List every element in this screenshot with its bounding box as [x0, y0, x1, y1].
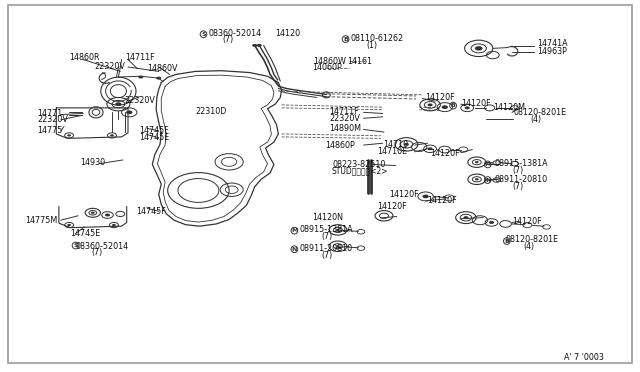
Text: 14771: 14771 [37, 109, 62, 118]
Circle shape [465, 106, 470, 109]
Text: 14741A: 14741A [538, 39, 568, 48]
Text: 14860W: 14860W [314, 57, 346, 65]
Text: S: S [73, 243, 78, 248]
Circle shape [442, 105, 448, 109]
Text: N: N [485, 177, 490, 183]
Text: 14930: 14930 [80, 158, 105, 167]
Circle shape [475, 46, 483, 51]
Text: 14963P: 14963P [538, 47, 568, 56]
Text: 22320V: 22320V [330, 114, 360, 123]
Circle shape [67, 224, 71, 226]
Text: 08110-61262: 08110-61262 [351, 34, 404, 43]
Text: N: N [292, 247, 297, 252]
Text: 14745F: 14745F [140, 126, 169, 135]
Circle shape [463, 216, 468, 219]
Text: 14120F: 14120F [389, 190, 419, 199]
Text: M: M [291, 228, 298, 233]
Circle shape [336, 229, 340, 231]
Circle shape [404, 143, 409, 146]
Text: 14745E: 14745E [140, 133, 170, 142]
Circle shape [112, 224, 116, 226]
Text: (7): (7) [321, 251, 333, 260]
Text: 08915-1381A: 08915-1381A [300, 225, 353, 234]
Text: (4): (4) [530, 115, 541, 124]
Text: S: S [201, 32, 206, 37]
Text: (7): (7) [321, 232, 333, 241]
Text: 14120F: 14120F [461, 99, 490, 108]
Text: 08223-82510: 08223-82510 [333, 160, 386, 169]
Circle shape [105, 214, 110, 217]
Text: (1): (1) [366, 41, 377, 50]
Circle shape [67, 134, 71, 137]
Text: 14120: 14120 [275, 29, 300, 38]
Text: 08915-1381A: 08915-1381A [494, 159, 548, 168]
Text: 22310D: 22310D [195, 107, 227, 116]
Text: A' 7 '0003: A' 7 '0003 [564, 353, 604, 362]
Circle shape [336, 245, 340, 247]
Text: 08360-52014: 08360-52014 [76, 242, 129, 251]
Circle shape [428, 147, 433, 150]
Text: 14120F: 14120F [426, 93, 455, 102]
Text: 14120F: 14120F [512, 217, 541, 226]
Text: 08911-20810: 08911-20810 [300, 244, 353, 253]
Text: (7): (7) [512, 166, 524, 175]
Text: 08911-20810: 08911-20810 [494, 175, 547, 184]
Circle shape [110, 134, 114, 137]
Text: (7): (7) [91, 248, 102, 257]
Circle shape [489, 221, 494, 224]
Text: 14860P: 14860P [325, 141, 355, 150]
Text: M: M [484, 162, 491, 167]
Circle shape [475, 161, 479, 163]
Text: B: B [451, 103, 456, 108]
Text: B: B [343, 36, 348, 42]
Text: 14120F: 14120F [428, 196, 457, 205]
Text: 14120M: 14120M [493, 103, 525, 112]
Text: 14711F: 14711F [125, 53, 154, 62]
Text: 14745F: 14745F [136, 207, 165, 216]
Text: 14775: 14775 [37, 126, 63, 135]
Text: 14120F: 14120F [430, 149, 460, 158]
Text: 14710: 14710 [383, 140, 408, 149]
Circle shape [422, 195, 429, 198]
Circle shape [138, 76, 143, 78]
Circle shape [257, 44, 262, 47]
Text: 14120F: 14120F [378, 202, 407, 211]
Text: 14860R: 14860R [69, 53, 100, 62]
Text: 08120-8201E: 08120-8201E [513, 108, 566, 117]
Text: 14890M: 14890M [330, 124, 362, 133]
Circle shape [115, 102, 122, 106]
Circle shape [252, 44, 257, 47]
Text: 14775M: 14775M [26, 216, 58, 225]
Text: 14710E: 14710E [378, 147, 408, 156]
Text: B: B [504, 238, 509, 244]
Circle shape [91, 212, 95, 214]
Text: 22320V: 22320V [95, 62, 125, 71]
Text: 14120N: 14120N [312, 213, 343, 222]
Text: STUDスタッド<2>: STUDスタッド<2> [332, 167, 388, 176]
Text: 14161: 14161 [347, 57, 372, 65]
Text: 14711F: 14711F [330, 107, 359, 116]
Text: 14745E: 14745E [70, 229, 100, 238]
Circle shape [156, 77, 161, 80]
Text: 08120-8201E: 08120-8201E [506, 235, 559, 244]
Text: 08360-52014: 08360-52014 [209, 29, 262, 38]
Text: (7): (7) [223, 35, 234, 44]
Circle shape [428, 103, 433, 106]
Text: 22320V: 22320V [37, 115, 68, 124]
Text: (7): (7) [512, 182, 524, 190]
Text: 22320V: 22320V [125, 96, 156, 105]
Circle shape [126, 110, 132, 114]
Circle shape [475, 178, 479, 180]
Text: 14860V: 14860V [147, 64, 178, 73]
Text: (4): (4) [524, 242, 534, 251]
Text: 14060P: 14060P [312, 63, 342, 72]
